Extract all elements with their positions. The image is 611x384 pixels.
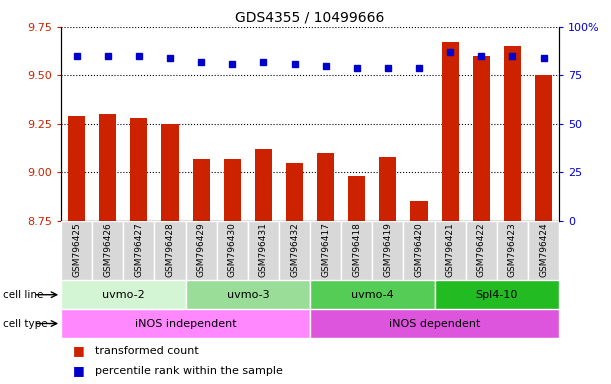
Bar: [317, 153, 334, 221]
Bar: [61, 309, 310, 338]
Bar: [466, 221, 497, 280]
Text: Spl4-10: Spl4-10: [475, 290, 518, 300]
Bar: [310, 280, 434, 309]
Bar: [310, 309, 559, 338]
Bar: [497, 221, 528, 280]
Text: GSM796426: GSM796426: [103, 223, 112, 277]
Bar: [434, 280, 559, 309]
Bar: [68, 116, 85, 221]
Bar: [123, 221, 155, 280]
Bar: [161, 124, 178, 221]
Title: GDS4355 / 10499666: GDS4355 / 10499666: [235, 10, 385, 24]
Bar: [61, 280, 186, 309]
Text: uvmo-3: uvmo-3: [227, 290, 269, 300]
Bar: [186, 221, 217, 280]
Bar: [504, 46, 521, 221]
Bar: [403, 221, 434, 280]
Text: GSM796432: GSM796432: [290, 223, 299, 277]
Bar: [279, 221, 310, 280]
Bar: [411, 202, 428, 221]
Bar: [99, 114, 116, 221]
Text: GSM796431: GSM796431: [259, 223, 268, 278]
Bar: [528, 221, 559, 280]
Text: GSM796425: GSM796425: [72, 223, 81, 277]
Text: GSM796423: GSM796423: [508, 223, 517, 277]
Bar: [192, 159, 210, 221]
Bar: [372, 221, 403, 280]
Text: cell type: cell type: [3, 318, 48, 329]
Text: uvmo-2: uvmo-2: [102, 290, 145, 300]
Bar: [535, 75, 552, 221]
Text: GSM796424: GSM796424: [539, 223, 548, 277]
Bar: [341, 221, 372, 280]
Bar: [248, 221, 279, 280]
Text: GSM796430: GSM796430: [228, 223, 237, 278]
Text: ■: ■: [73, 364, 85, 377]
Text: GSM796418: GSM796418: [353, 223, 361, 278]
Bar: [442, 42, 459, 221]
Text: uvmo-4: uvmo-4: [351, 290, 393, 300]
Bar: [92, 221, 123, 280]
Text: cell line: cell line: [3, 290, 43, 300]
Bar: [224, 159, 241, 221]
Text: GSM796417: GSM796417: [321, 223, 330, 278]
Bar: [286, 162, 303, 221]
Text: GSM796420: GSM796420: [414, 223, 423, 277]
Text: percentile rank within the sample: percentile rank within the sample: [95, 366, 282, 376]
Bar: [348, 176, 365, 221]
Bar: [473, 56, 490, 221]
Text: iNOS independent: iNOS independent: [135, 318, 236, 329]
Bar: [217, 221, 248, 280]
Bar: [379, 157, 397, 221]
Text: GSM796428: GSM796428: [166, 223, 175, 277]
Bar: [186, 280, 310, 309]
Text: GSM796419: GSM796419: [383, 223, 392, 278]
Bar: [434, 221, 466, 280]
Text: GSM796422: GSM796422: [477, 223, 486, 277]
Bar: [61, 221, 92, 280]
Text: GSM796421: GSM796421: [445, 223, 455, 277]
Bar: [310, 221, 341, 280]
Text: iNOS dependent: iNOS dependent: [389, 318, 480, 329]
Bar: [255, 149, 272, 221]
Text: GSM796427: GSM796427: [134, 223, 144, 277]
Text: transformed count: transformed count: [95, 346, 199, 356]
Bar: [130, 118, 147, 221]
Text: GSM796429: GSM796429: [197, 223, 206, 277]
Bar: [155, 221, 186, 280]
Text: ■: ■: [73, 344, 85, 357]
